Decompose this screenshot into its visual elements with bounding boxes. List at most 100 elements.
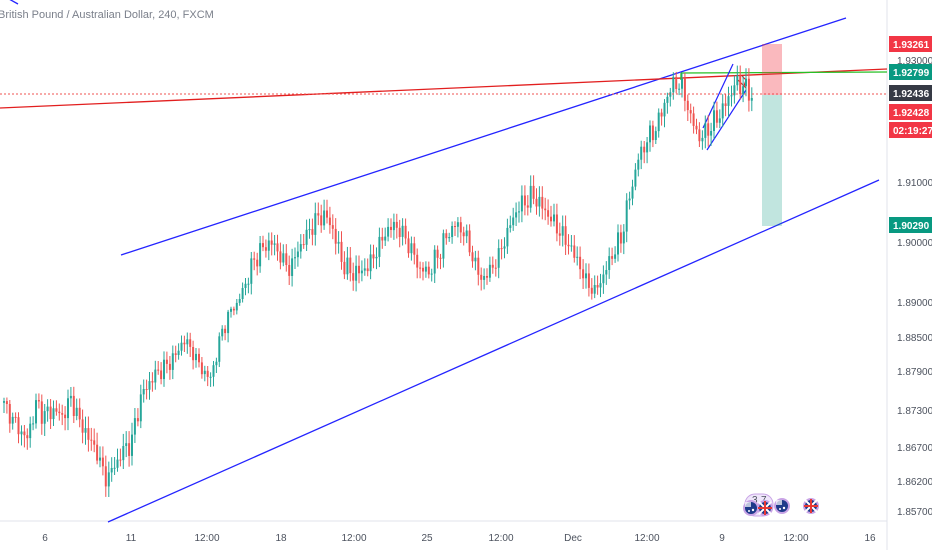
candle-body xyxy=(465,230,468,237)
candle-body xyxy=(503,246,506,249)
candle-body xyxy=(26,435,29,439)
candle-body xyxy=(131,434,133,456)
candle-body xyxy=(445,233,448,239)
candle-body xyxy=(547,210,550,217)
candle-body xyxy=(488,264,491,278)
price-axis[interactable]: 1.93000 1.91000 1.90000 1.89000 1.88500 1.879… xyxy=(897,56,932,518)
candle-body xyxy=(46,406,49,412)
wedge-lower-line[interactable] xyxy=(706,89,747,151)
candle-body xyxy=(340,241,343,262)
candle-body xyxy=(625,200,628,232)
candle-body xyxy=(189,339,192,347)
candle-body xyxy=(585,273,587,279)
candle-body xyxy=(561,226,564,236)
upper-channel-line[interactable] xyxy=(120,17,847,256)
price-tag-label: 1.92436 xyxy=(893,89,930,100)
candle-body xyxy=(456,222,459,227)
time-axis[interactable]: 6 11 12:00 18 12:00 25 12:00 Dec 12:00 9 12:00 16 xyxy=(42,533,876,544)
candle-body xyxy=(407,238,410,254)
candle-body xyxy=(707,123,710,136)
candle-body xyxy=(381,236,384,241)
candle-body xyxy=(288,265,291,276)
price-tick-label: 1.87300 xyxy=(897,406,932,417)
candle-body xyxy=(480,274,483,280)
candle-body xyxy=(526,205,529,208)
candle-body xyxy=(241,288,244,299)
event-marker[interactable] xyxy=(803,498,819,514)
candle-body xyxy=(538,196,541,207)
candle-body xyxy=(410,243,413,254)
candle-body xyxy=(174,353,177,355)
event-markers[interactable]: 37 xyxy=(743,493,819,517)
candle-body xyxy=(55,408,58,412)
candle-body xyxy=(145,389,148,390)
candle-body xyxy=(87,428,90,440)
candle-body xyxy=(451,226,454,237)
candle-body xyxy=(99,457,101,461)
candle-body xyxy=(291,258,294,276)
candle-body xyxy=(215,361,218,366)
candle-body xyxy=(346,257,349,275)
candle-body xyxy=(468,230,471,253)
stop-zone[interactable] xyxy=(762,44,782,95)
candle-body xyxy=(326,210,328,218)
candle-body xyxy=(681,78,683,89)
candle-body xyxy=(299,244,302,252)
candle-body xyxy=(587,273,590,288)
candle-body xyxy=(20,431,23,435)
green-horizontal-line[interactable] xyxy=(680,71,888,74)
candle-body xyxy=(314,213,317,235)
candle-body xyxy=(509,225,512,228)
candle-body xyxy=(35,400,37,424)
candle-body xyxy=(669,92,672,97)
candle-body xyxy=(119,459,122,461)
candle-body xyxy=(567,244,570,247)
candle-body xyxy=(5,401,8,404)
candle-body xyxy=(366,268,369,272)
price-tag-take-profit-top: 1.93261 xyxy=(889,36,932,52)
candle-body xyxy=(701,137,704,142)
candle-body xyxy=(555,214,558,234)
candle-body xyxy=(523,195,526,206)
candle-body xyxy=(471,252,474,262)
candle-body xyxy=(355,265,358,281)
candle-body xyxy=(253,258,256,260)
candle-body xyxy=(416,254,419,268)
price-tick-label: 1.88500 xyxy=(897,333,932,344)
candle-body xyxy=(558,233,561,236)
candle-body xyxy=(713,110,715,131)
price-tag-label: 1.93261 xyxy=(893,40,930,51)
overlay xyxy=(0,44,887,226)
candle-body xyxy=(695,125,698,130)
target-zone[interactable] xyxy=(762,95,782,226)
candle-body xyxy=(747,78,750,101)
event-marker[interactable] xyxy=(774,498,790,514)
candle-body xyxy=(352,273,355,281)
candle-body xyxy=(139,394,142,422)
candle-body xyxy=(11,416,14,424)
candle-body xyxy=(183,342,186,345)
drawings[interactable] xyxy=(0,0,888,523)
time-tick-label: 6 xyxy=(42,533,48,544)
candle-body xyxy=(550,216,552,222)
candle-body xyxy=(67,398,69,419)
candle-body xyxy=(497,248,500,268)
gb-flag-icon xyxy=(757,500,773,516)
candle-body xyxy=(343,261,346,275)
price-tick-label: 1.87900 xyxy=(897,367,932,378)
candle-body xyxy=(515,212,518,218)
candle-body xyxy=(58,411,61,414)
trendline-fragment[interactable] xyxy=(0,0,19,5)
event-marker[interactable]: 37 xyxy=(743,493,774,517)
candle-body xyxy=(570,245,573,247)
candle-body xyxy=(422,267,424,272)
candle-body xyxy=(212,365,215,377)
resistance-line[interactable] xyxy=(0,68,888,109)
lower-channel-line[interactable] xyxy=(107,179,880,523)
candle-body xyxy=(448,237,451,239)
candle-body xyxy=(282,253,285,263)
candle-body xyxy=(602,274,605,284)
candle-body xyxy=(439,257,442,259)
candle-body xyxy=(733,85,736,96)
